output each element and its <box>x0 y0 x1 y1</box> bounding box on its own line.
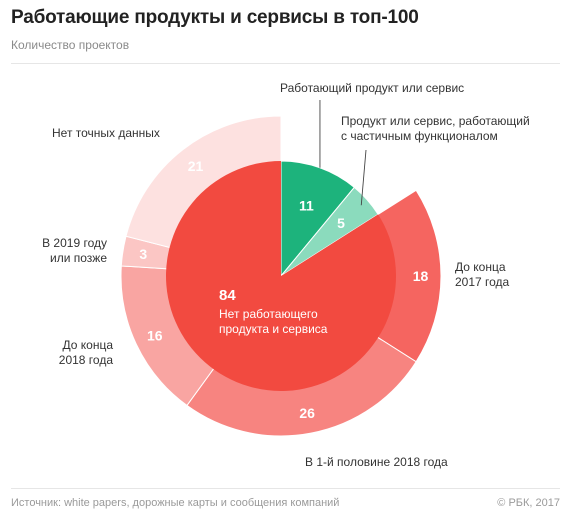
category-labels: Работающий продукт или сервис Продукт или… <box>42 81 530 469</box>
chart-subtitle: Количество проектов <box>11 38 130 52</box>
label-partial-line: с частичным функционалом <box>341 129 498 143</box>
inner-slice-нет-работающего-продукта-и-сервиса <box>166 161 397 391</box>
inner-ring <box>166 160 397 391</box>
label-до-конца-2018-года: До конца <box>62 338 113 352</box>
label-работающий-продукт-или-сервис: Работающий продукт или сервис <box>280 81 464 95</box>
inner-slice-работающий-продукт-или-сервис <box>280 160 356 278</box>
outer-value-нет-точных-данных: 21 <box>188 158 204 174</box>
label-в-1-й-половине-2018-года: В 1-й половине 2018 года <box>305 455 448 469</box>
label-до-конца-2018-года: 2018 года <box>59 353 114 367</box>
label-до-конца-2017-года: До конца <box>455 260 506 274</box>
copyright: © РБК, 2017 <box>497 497 560 509</box>
inner-value-работающий-продукт-или-сервис: 11 <box>299 197 314 213</box>
label-в-2019-году-или-позже: В 2019 году <box>42 236 107 250</box>
inner-slice-продукт-или-сервис-работающий-с-частичным-функционалом <box>280 186 379 277</box>
leader-lines <box>319 100 367 206</box>
bottom-divider <box>11 488 560 489</box>
outer-value-в-1-й-половине-2018-года: 26 <box>299 405 315 421</box>
label-нет-точных-данных: Нет точных данных <box>52 126 160 140</box>
source-note: Источник: white papers, дорожные карты и… <box>11 497 340 509</box>
leader-line-partial <box>360 149 367 206</box>
outer-value-до-конца-2018-года: 16 <box>147 327 163 343</box>
center-text-line: продукта и сервиса <box>219 322 328 336</box>
center-text-line: Нет работающего <box>219 307 318 321</box>
top-divider <box>11 63 560 64</box>
label-partial-line: Продукт или сервис, работающий <box>341 114 530 128</box>
label-в-2019-году-или-позже: или позже <box>50 251 107 265</box>
label-до-конца-2017-года: 2017 года <box>455 275 510 289</box>
value-labels: 11 5 18 26 16 3 21 <box>139 158 428 421</box>
inner-value-продукт-или-сервис-работающий-с-частичным-функционалом: 5 <box>337 215 345 231</box>
chart-title: Работающие продукты и сервисы в топ-100 <box>11 7 419 28</box>
outer-value-до-конца-2017-года: 18 <box>413 268 429 284</box>
center-value: 84 <box>219 287 236 304</box>
outer-value-в-2019-году-или-позже: 3 <box>139 246 147 262</box>
